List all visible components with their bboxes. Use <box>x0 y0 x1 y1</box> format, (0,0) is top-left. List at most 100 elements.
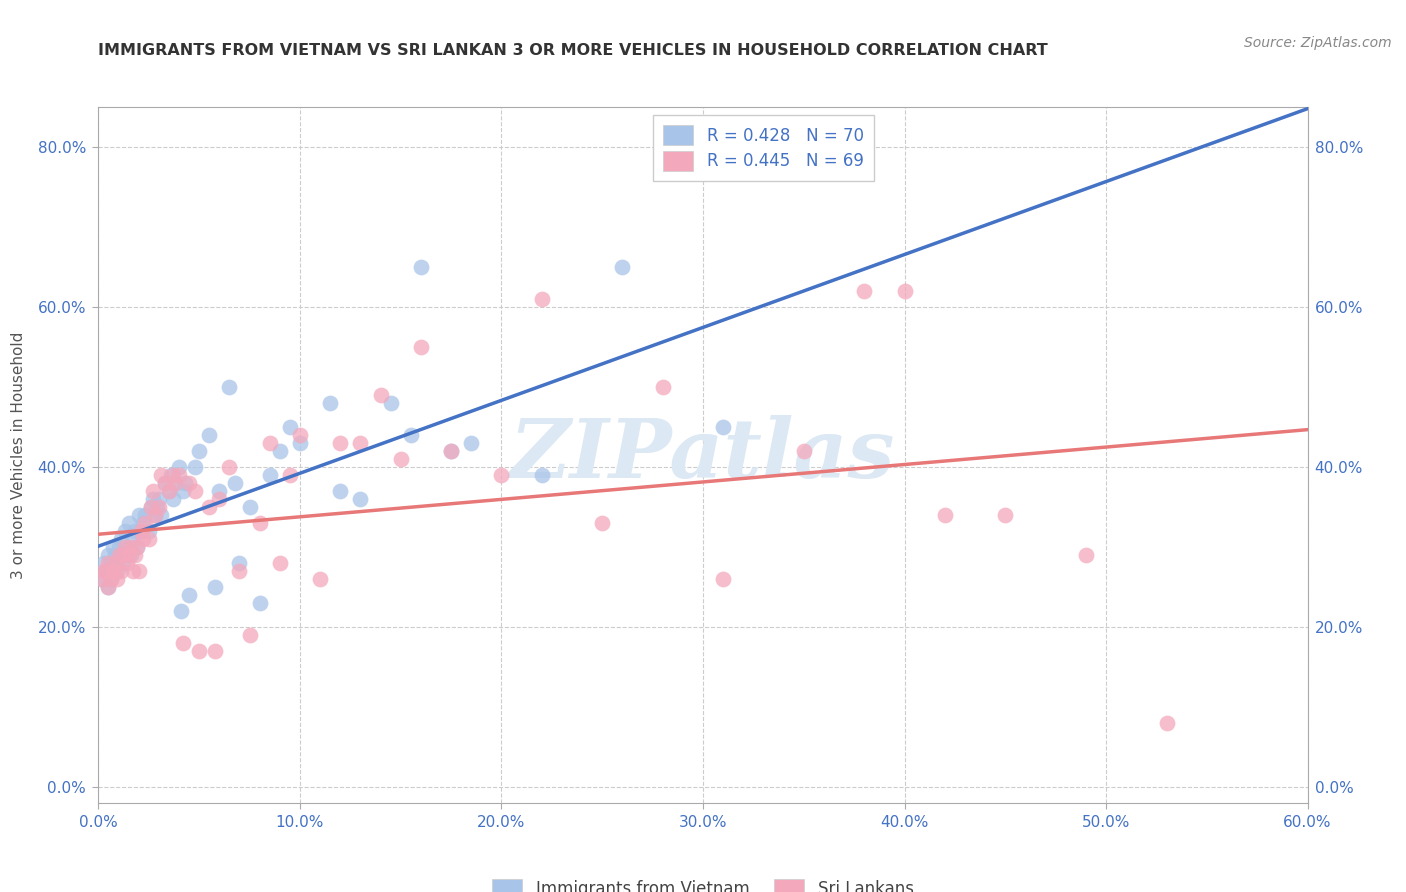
Point <box>793 444 815 458</box>
Point <box>218 380 240 394</box>
Point <box>153 475 176 490</box>
Point <box>107 540 129 554</box>
Point <box>188 644 211 658</box>
Point <box>319 396 342 410</box>
Point <box>107 548 129 562</box>
Point <box>409 340 432 354</box>
Point <box>259 436 281 450</box>
Point <box>329 483 352 498</box>
Point <box>125 540 148 554</box>
Point <box>170 604 193 618</box>
Point <box>103 564 125 578</box>
Point <box>157 483 180 498</box>
Point <box>105 572 128 586</box>
Point <box>184 459 207 474</box>
Point <box>143 508 166 522</box>
Legend: Immigrants from Vietnam, Sri Lankans: Immigrants from Vietnam, Sri Lankans <box>484 871 922 892</box>
Point <box>129 524 152 538</box>
Point <box>153 475 176 490</box>
Point <box>100 572 122 586</box>
Point <box>124 524 146 538</box>
Point <box>288 436 311 450</box>
Point <box>218 459 240 474</box>
Point <box>100 556 122 570</box>
Point <box>118 548 141 562</box>
Point <box>349 436 371 450</box>
Point <box>994 508 1017 522</box>
Point <box>162 467 184 482</box>
Point <box>172 636 194 650</box>
Point <box>114 524 136 538</box>
Point <box>143 508 166 522</box>
Point <box>125 540 148 554</box>
Point <box>132 532 155 546</box>
Point <box>711 420 734 434</box>
Point <box>853 284 876 298</box>
Y-axis label: 3 or more Vehicles in Household: 3 or more Vehicles in Household <box>11 331 27 579</box>
Point <box>148 500 170 514</box>
Point <box>132 516 155 530</box>
Text: IMMIGRANTS FROM VIETNAM VS SRI LANKAN 3 OR MORE VEHICLES IN HOUSEHOLD CORRELATIO: IMMIGRANTS FROM VIETNAM VS SRI LANKAN 3 … <box>98 43 1047 58</box>
Point <box>103 556 125 570</box>
Text: ZIPatlas: ZIPatlas <box>510 415 896 495</box>
Point <box>249 596 271 610</box>
Point <box>389 451 412 466</box>
Point <box>107 548 129 562</box>
Point <box>269 444 291 458</box>
Point <box>115 540 138 554</box>
Point <box>198 500 221 514</box>
Point <box>893 284 915 298</box>
Point <box>163 475 186 490</box>
Point <box>380 396 402 410</box>
Point <box>105 556 128 570</box>
Point <box>149 508 172 522</box>
Point <box>440 444 463 458</box>
Point <box>93 564 115 578</box>
Point <box>651 380 673 394</box>
Point <box>146 500 169 514</box>
Point <box>103 556 125 570</box>
Point <box>174 475 197 490</box>
Point <box>440 444 463 458</box>
Point <box>149 467 172 482</box>
Point <box>612 260 634 274</box>
Point <box>711 572 734 586</box>
Point <box>120 540 142 554</box>
Point <box>91 572 114 586</box>
Point <box>110 564 132 578</box>
Point <box>278 467 301 482</box>
Point <box>224 475 246 490</box>
Point <box>100 572 122 586</box>
Point <box>142 483 165 498</box>
Point <box>128 564 150 578</box>
Point <box>309 572 332 586</box>
Point <box>111 556 134 570</box>
Text: Source: ZipAtlas.com: Source: ZipAtlas.com <box>1244 36 1392 50</box>
Point <box>134 508 156 522</box>
Point <box>269 556 291 570</box>
Point <box>120 548 142 562</box>
Point <box>184 483 207 498</box>
Point <box>128 508 150 522</box>
Point <box>101 564 124 578</box>
Point <box>530 467 553 482</box>
Point <box>105 564 128 578</box>
Point <box>1074 548 1097 562</box>
Point <box>103 548 125 562</box>
Point <box>278 420 301 434</box>
Point <box>228 564 250 578</box>
Point <box>97 580 120 594</box>
Point <box>139 500 162 514</box>
Point <box>329 436 352 450</box>
Point <box>114 540 136 554</box>
Point <box>188 444 211 458</box>
Point <box>239 628 262 642</box>
Point <box>934 508 956 522</box>
Point <box>163 475 186 490</box>
Point <box>97 556 120 570</box>
Point <box>110 532 132 546</box>
Point <box>1156 715 1178 730</box>
Point <box>249 516 271 530</box>
Point <box>101 540 124 554</box>
Point <box>121 564 143 578</box>
